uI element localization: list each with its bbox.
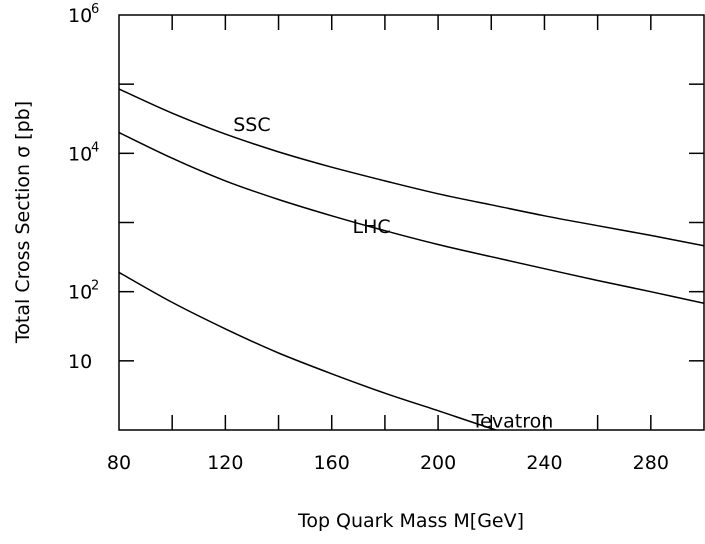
y-tick-label: 102 bbox=[68, 279, 99, 304]
series-line-lhc bbox=[119, 131, 704, 305]
x-tick-label: 240 bbox=[526, 452, 562, 474]
y-tick-exponent: 4 bbox=[91, 140, 99, 155]
x-tick-label: 160 bbox=[314, 452, 350, 474]
y-tick-base: 10 bbox=[68, 143, 92, 165]
x-tick-labels: 80 120 160 200 240 280 bbox=[107, 452, 669, 474]
y-tick-exponent: 2 bbox=[91, 279, 99, 294]
y-tick-label: 104 bbox=[68, 140, 99, 165]
y-tick-exponent: 6 bbox=[91, 2, 99, 17]
x-tick-label: 280 bbox=[633, 452, 669, 474]
series-labels: SSC LHC Tevatron bbox=[233, 114, 553, 432]
plot-frame bbox=[118, 14, 705, 431]
y-tick-label: 106 bbox=[68, 2, 99, 27]
y-tick-base: 10 bbox=[68, 5, 92, 27]
y-axis-title: Total Cross Section σ [pb] bbox=[12, 101, 34, 344]
series-label-tevatron: Tevatron bbox=[471, 410, 553, 432]
series-label-ssc: SSC bbox=[233, 114, 270, 136]
x-axis-title: Top Quark Mass M[GeV] bbox=[297, 510, 524, 532]
y-tick-base: 10 bbox=[68, 282, 92, 304]
series-line-tevatron bbox=[119, 271, 499, 430]
x-tick-label: 200 bbox=[420, 452, 456, 474]
y-tick-base: 10 bbox=[68, 351, 92, 373]
series-curves bbox=[119, 88, 704, 430]
x-tick-label: 80 bbox=[107, 452, 131, 474]
series-line-ssc bbox=[119, 88, 704, 247]
axis-ticks bbox=[119, 15, 704, 430]
x-tick-label: 120 bbox=[207, 452, 243, 474]
y-tick-label: 10 bbox=[68, 351, 92, 373]
series-label-lhc: LHC bbox=[353, 216, 391, 238]
